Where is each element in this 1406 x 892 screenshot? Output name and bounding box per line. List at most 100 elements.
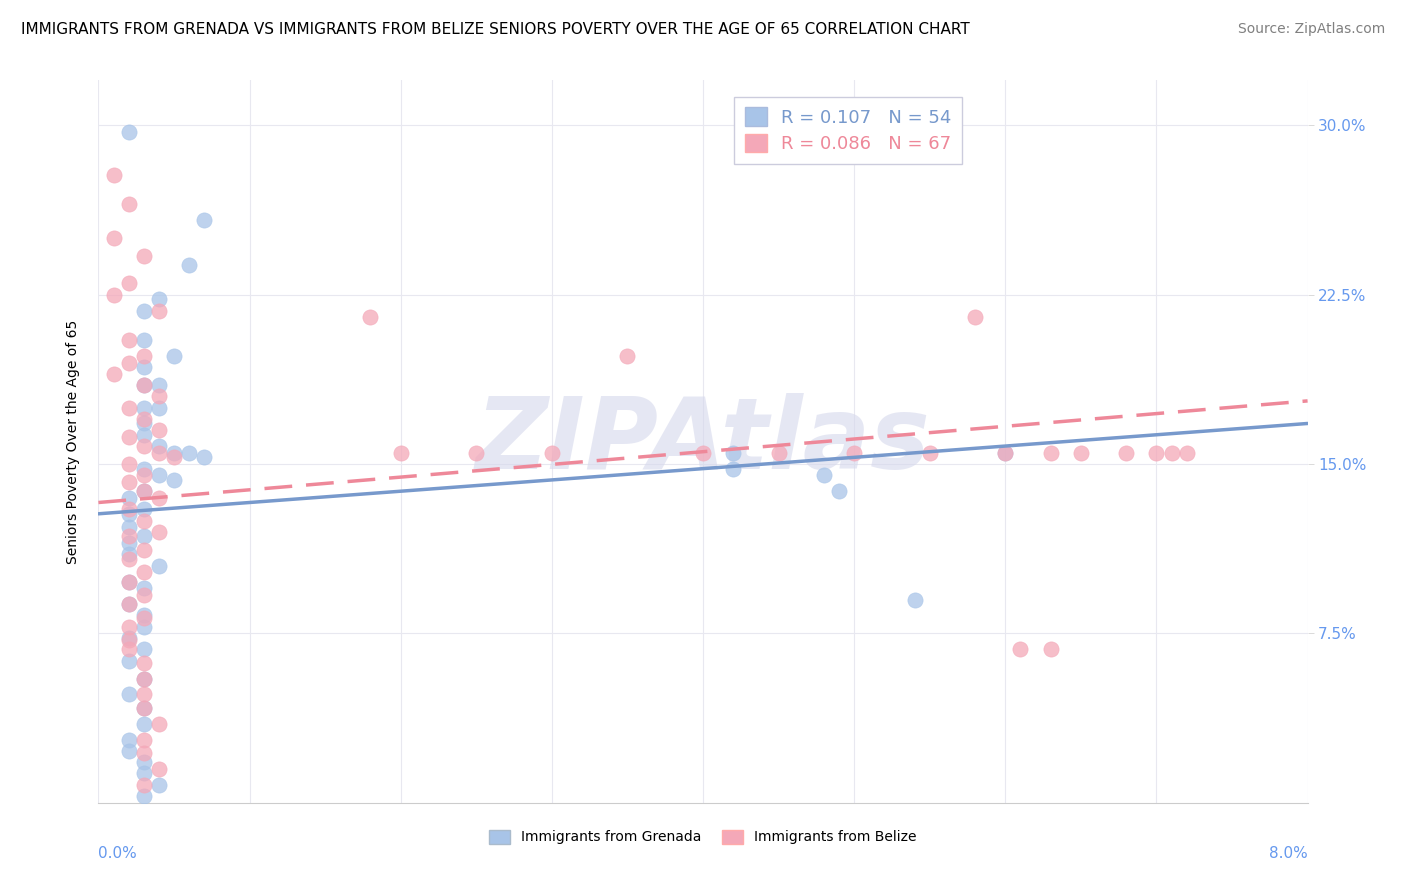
Point bbox=[148, 423, 170, 437]
Point bbox=[465, 446, 488, 460]
Point bbox=[118, 401, 141, 415]
Point bbox=[813, 468, 835, 483]
Point bbox=[132, 484, 155, 499]
Point bbox=[148, 378, 170, 392]
Point bbox=[118, 620, 141, 634]
Y-axis label: Seniors Poverty Over the Age of 65: Seniors Poverty Over the Age of 65 bbox=[66, 319, 80, 564]
Text: Source: ZipAtlas.com: Source: ZipAtlas.com bbox=[1237, 22, 1385, 37]
Point bbox=[148, 762, 170, 776]
Point bbox=[118, 520, 141, 534]
Point bbox=[132, 672, 155, 686]
Point bbox=[1010, 642, 1032, 657]
Point bbox=[918, 446, 941, 460]
Point bbox=[103, 231, 125, 245]
Point bbox=[132, 349, 155, 363]
Point bbox=[118, 277, 141, 291]
Point bbox=[179, 446, 201, 460]
Point bbox=[163, 446, 186, 460]
Point bbox=[118, 732, 141, 747]
Text: IMMIGRANTS FROM GRENADA VS IMMIGRANTS FROM BELIZE SENIORS POVERTY OVER THE AGE O: IMMIGRANTS FROM GRENADA VS IMMIGRANTS FR… bbox=[21, 22, 970, 37]
Point bbox=[723, 461, 745, 475]
Point bbox=[118, 475, 141, 490]
Point bbox=[132, 701, 155, 715]
Point bbox=[148, 401, 170, 415]
Point bbox=[118, 125, 141, 139]
Point bbox=[118, 574, 141, 589]
Point bbox=[132, 439, 155, 453]
Point bbox=[132, 401, 155, 415]
Point bbox=[132, 755, 155, 769]
Point bbox=[118, 687, 141, 701]
Point bbox=[132, 687, 155, 701]
Point bbox=[118, 744, 141, 758]
Text: 8.0%: 8.0% bbox=[1268, 847, 1308, 861]
Point bbox=[132, 249, 155, 263]
Point bbox=[118, 491, 141, 505]
Point bbox=[118, 552, 141, 566]
Point bbox=[360, 310, 382, 325]
Point bbox=[179, 259, 201, 273]
Point bbox=[389, 446, 412, 460]
Point bbox=[118, 355, 141, 369]
Point bbox=[132, 732, 155, 747]
Point bbox=[132, 746, 155, 760]
Point bbox=[132, 303, 155, 318]
Point bbox=[132, 359, 155, 374]
Point bbox=[148, 716, 170, 731]
Point bbox=[723, 446, 745, 460]
Point bbox=[132, 378, 155, 392]
Point bbox=[1160, 446, 1182, 460]
Point bbox=[118, 457, 141, 471]
Point bbox=[132, 484, 155, 499]
Point bbox=[844, 446, 866, 460]
Point bbox=[132, 417, 155, 431]
Point bbox=[540, 446, 562, 460]
Point bbox=[1115, 446, 1137, 460]
Point bbox=[132, 582, 155, 596]
Point bbox=[148, 524, 170, 539]
Text: 0.0%: 0.0% bbox=[98, 847, 138, 861]
Point bbox=[132, 514, 155, 528]
Point bbox=[118, 597, 141, 611]
Point bbox=[692, 446, 714, 460]
Point bbox=[148, 491, 170, 505]
Point bbox=[118, 430, 141, 444]
Point bbox=[118, 502, 141, 516]
Point bbox=[103, 367, 125, 381]
Point bbox=[132, 529, 155, 543]
Point bbox=[118, 548, 141, 562]
Point bbox=[132, 427, 155, 442]
Point bbox=[132, 620, 155, 634]
Point bbox=[118, 597, 141, 611]
Point bbox=[132, 766, 155, 780]
Point bbox=[148, 389, 170, 403]
Point bbox=[148, 558, 170, 573]
Point bbox=[132, 610, 155, 624]
Point bbox=[132, 701, 155, 715]
Text: ZIPAtlas: ZIPAtlas bbox=[475, 393, 931, 490]
Point bbox=[193, 213, 215, 227]
Point bbox=[118, 333, 141, 347]
Point bbox=[132, 412, 155, 426]
Point bbox=[132, 672, 155, 686]
Point bbox=[132, 588, 155, 602]
Point bbox=[132, 716, 155, 731]
Point bbox=[132, 608, 155, 623]
Point bbox=[118, 642, 141, 657]
Point bbox=[1039, 446, 1062, 460]
Point bbox=[132, 378, 155, 392]
Point bbox=[828, 484, 851, 499]
Point bbox=[118, 633, 141, 648]
Point bbox=[1146, 446, 1168, 460]
Point bbox=[132, 333, 155, 347]
Point bbox=[1175, 446, 1198, 460]
Point bbox=[132, 502, 155, 516]
Point bbox=[994, 446, 1017, 460]
Point bbox=[193, 450, 215, 465]
Point bbox=[904, 592, 927, 607]
Point bbox=[148, 303, 170, 318]
Point bbox=[1070, 446, 1092, 460]
Point bbox=[768, 446, 790, 460]
Point bbox=[103, 168, 125, 182]
Point bbox=[132, 778, 155, 792]
